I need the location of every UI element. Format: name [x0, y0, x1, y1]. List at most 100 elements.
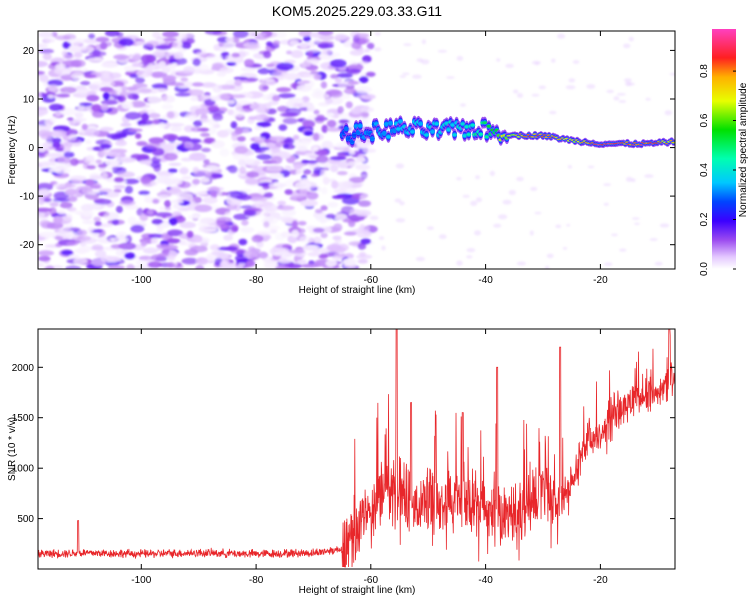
heatmap-cell — [113, 54, 129, 60]
heatmap-cell — [181, 175, 192, 180]
heatmap-cell — [130, 100, 146, 108]
heatmap-cell — [353, 124, 359, 128]
heatmap-cell — [199, 228, 218, 233]
heatmap-cell — [233, 76, 248, 81]
heatmap-cell — [470, 123, 476, 127]
heatmap-x-label: Height of straight line (km) — [299, 285, 416, 296]
heatmap-cell — [212, 84, 223, 93]
heatmap-cell — [176, 136, 191, 142]
heatmap-cell — [361, 174, 367, 178]
heatmap-cell — [177, 70, 195, 75]
heatmap-cell — [162, 248, 170, 255]
heatmap-cell — [355, 131, 361, 134]
colorbar-ticks: 0.0 0.2 0.4 0.6 0.8 — [699, 64, 736, 276]
heatmap-cell — [360, 225, 365, 230]
heatmap-cell — [291, 229, 300, 238]
heatmap-cell — [549, 110, 557, 115]
heatmap-cell — [184, 141, 194, 149]
heatmap-cell — [156, 243, 170, 249]
heatmap-cell — [572, 60, 580, 64]
heatmap-cell — [306, 105, 315, 112]
heatmap-cell — [562, 247, 568, 250]
heatmap-cell — [482, 121, 488, 124]
heatmap-cell — [243, 59, 255, 67]
heatmap-cell — [284, 189, 293, 195]
heatmap-cell — [85, 179, 95, 187]
heatmap-cell — [80, 80, 91, 86]
heatmap-cell — [115, 205, 123, 214]
x-tick-label: -100 — [131, 275, 151, 286]
heatmap-cell — [141, 109, 149, 115]
heatmap-cell — [565, 85, 576, 90]
heatmap-cell — [278, 257, 293, 264]
heatmap-cell — [355, 209, 372, 217]
heatmap-cell — [276, 205, 295, 211]
heatmap-cell — [302, 119, 316, 129]
heatmap-cell — [101, 62, 118, 68]
heatmap-cell — [296, 80, 304, 85]
heatmap-cell — [124, 112, 142, 120]
heatmap-cell — [531, 60, 542, 65]
heatmap-cell — [209, 126, 217, 135]
heatmap-cell — [329, 59, 347, 68]
heatmap-cell — [263, 192, 274, 199]
heatmap-cell — [69, 158, 79, 166]
heatmap-y-label: Frequency (Hz) — [7, 116, 18, 185]
heatmap-cell — [38, 60, 48, 68]
heatmap-cell — [394, 198, 402, 203]
heatmap-cell — [49, 202, 59, 208]
heatmap-cell — [331, 180, 339, 189]
heatmap-cell — [181, 257, 199, 265]
heatmap-cell — [50, 129, 67, 138]
heatmap-cell — [145, 142, 162, 149]
heatmap-cell — [437, 49, 448, 53]
heatmap-cell — [530, 186, 538, 191]
heatmap-cell — [40, 162, 57, 166]
snr-frame — [37, 328, 676, 570]
heatmap-cell — [196, 51, 207, 57]
heatmap-cell — [363, 230, 370, 235]
heatmap-cell — [100, 80, 116, 87]
heatmap-cell — [104, 31, 120, 37]
heatmap-cell — [343, 127, 349, 131]
heatmap-cell — [195, 264, 205, 269]
snr-series-line — [38, 329, 675, 568]
heatmap-cell — [326, 119, 337, 128]
heatmap-cell — [240, 226, 255, 233]
heatmap-cell — [338, 119, 350, 125]
heatmap-cell — [100, 255, 115, 263]
heatmap-cell — [166, 254, 176, 262]
heatmap-cell — [456, 55, 464, 61]
heatmap-cell — [73, 258, 88, 265]
heatmap-cell — [179, 221, 196, 229]
heatmap-cell — [272, 95, 281, 102]
colorbar-tick-label: 0.6 — [699, 113, 710, 127]
heatmap-cell — [99, 126, 114, 132]
heatmap-cell — [493, 223, 502, 228]
heatmap-cell — [235, 103, 243, 112]
heatmap-cell — [266, 63, 275, 68]
heatmap-cell — [320, 81, 328, 89]
heatmap-cell — [53, 215, 63, 225]
heatmap-cell — [65, 265, 82, 269]
heatmap-cell — [208, 186, 221, 195]
heatmap-cell — [151, 31, 161, 39]
heatmap-cell — [337, 106, 344, 115]
heatmap-cell — [52, 137, 62, 144]
snr-x-label: Height of straight line (km) — [299, 585, 416, 596]
heatmap-cell — [297, 145, 308, 152]
heatmap-cell — [460, 103, 466, 107]
heatmap-cell — [671, 141, 675, 144]
x-tick-label: -40 — [478, 575, 493, 586]
heatmap-cell — [373, 47, 382, 52]
heatmap-cell — [307, 252, 321, 257]
heatmap-cell — [224, 211, 232, 217]
heatmap-cell — [381, 245, 386, 251]
heatmap-cell — [202, 95, 211, 100]
heatmap-cell — [38, 48, 54, 54]
heatmap-cell — [69, 175, 87, 182]
heatmap-cell — [110, 236, 129, 243]
heatmap-cell — [312, 248, 323, 253]
heatmap-cell — [181, 42, 192, 49]
heatmap-cell — [124, 252, 136, 260]
